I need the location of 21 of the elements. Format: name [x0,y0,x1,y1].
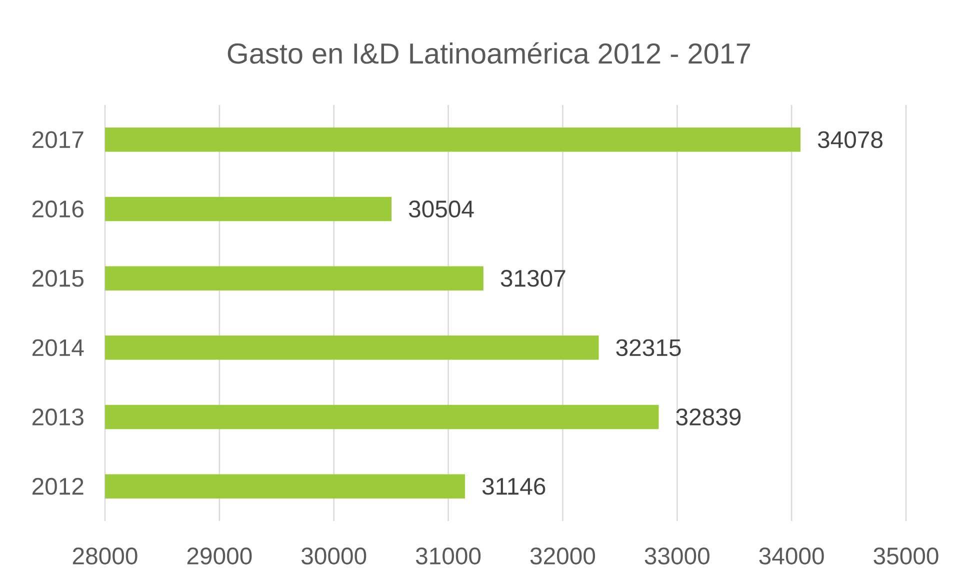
data-label: 32839 [676,408,741,426]
y-tick-label: 2017 [32,131,84,148]
data-label: 34078 [818,131,882,148]
x-tick-label: 30000 [302,548,366,564]
x-tick-label: 28000 [72,548,138,564]
x-tick-label: 32000 [530,548,596,564]
data-label: 31307 [500,270,566,287]
y-tick-label: 2014 [32,339,84,356]
chart-title: Gasto en I&D Latinoamérica 2012 - 2017 [228,42,750,64]
x-tick-label: 34000 [759,548,824,564]
y-tick-label: 2015 [32,270,84,287]
x-tick-label: 31000 [416,548,481,564]
x-tick-label: 29000 [187,548,252,564]
data-label: 32315 [616,339,681,356]
data-label: 30504 [408,200,474,218]
x-tick-label: 35000 [874,548,938,564]
data-label: 31146 [482,478,546,495]
y-tick-label: 2016 [32,200,84,218]
x-tick-label: 33000 [644,548,710,564]
y-tick-label: 2013 [32,408,84,426]
y-tick-label: 2012 [32,478,84,495]
